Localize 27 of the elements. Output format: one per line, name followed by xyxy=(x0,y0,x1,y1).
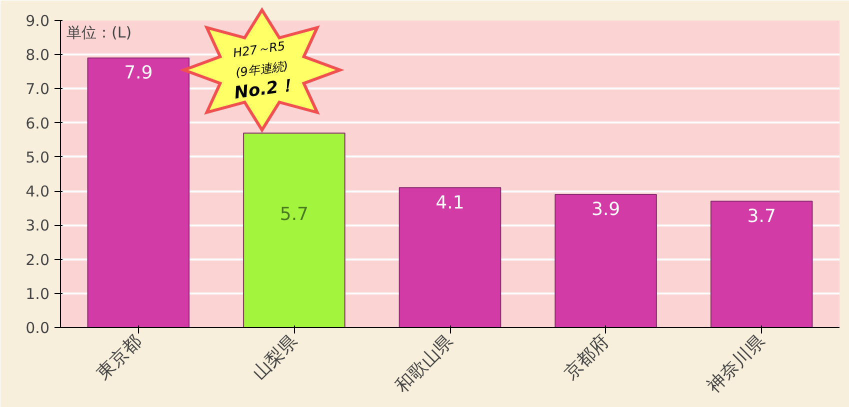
y-tick-label: 0.0 xyxy=(26,319,50,337)
data-label: 3.9 xyxy=(591,199,620,220)
y-tick-label: 9.0 xyxy=(26,12,50,30)
y-tick-label: 8.0 xyxy=(26,46,50,64)
y-tick-label: 4.0 xyxy=(26,182,50,201)
y-tick-label: 2.0 xyxy=(26,250,50,269)
data-label: 3.7 xyxy=(747,206,776,227)
x-tick-label: 山梨県 xyxy=(248,331,302,384)
data-label: 5.7 xyxy=(280,204,309,226)
bar xyxy=(710,200,813,328)
annotation: H27～R5 xyxy=(232,38,286,60)
x-tick-label: 京都府 xyxy=(560,331,614,384)
x-tick-label: 神奈川県 xyxy=(703,331,770,397)
y-tick-label: 7.0 xyxy=(26,80,50,98)
data-label: 7.9 xyxy=(124,62,153,84)
y-tick-label: 3.0 xyxy=(26,216,50,235)
bar xyxy=(398,187,502,328)
data-label: 4.1 xyxy=(436,192,464,214)
bar xyxy=(554,194,657,328)
x-tick-label: 和歌山県 xyxy=(392,331,458,397)
y-tick-label: 1.0 xyxy=(26,284,50,303)
annotation: (9年連続) xyxy=(234,58,290,80)
annotation: 単位：(L) xyxy=(66,24,132,42)
y-tick-label: 6.0 xyxy=(26,114,50,132)
x-tick-label: 東京都 xyxy=(92,331,146,384)
y-tick-label: 5.0 xyxy=(26,148,50,166)
bar xyxy=(87,58,190,328)
